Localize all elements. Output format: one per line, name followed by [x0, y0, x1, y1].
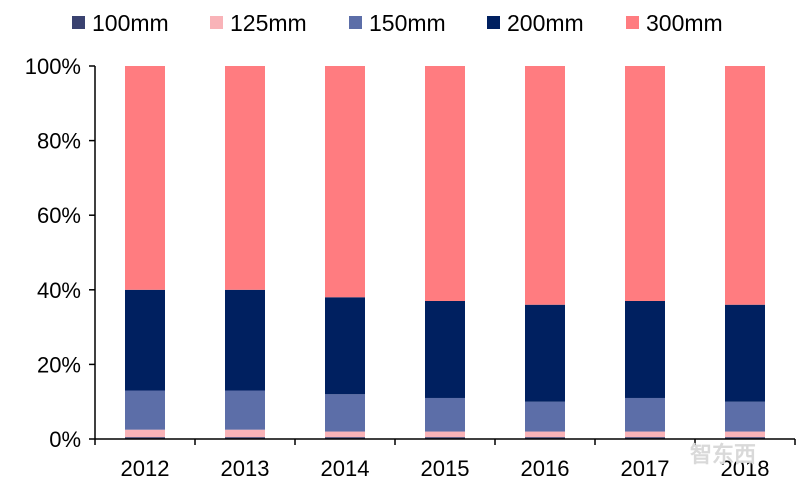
x-axis: 2012 2013 2014 2015 2016 2017 2018: [94, 438, 796, 481]
x-tick-label: 2015: [421, 456, 470, 481]
bar-segment-200mm-2015: [425, 300, 465, 398]
bar-segment-125mm-2015: [425, 431, 465, 438]
x-tick-label: 2016: [521, 456, 570, 481]
legend-swatch-300mm: [626, 16, 639, 29]
y-tick-label: 0%: [49, 427, 81, 452]
x-tick-label: 2012: [121, 456, 170, 481]
legend-label-300mm: 300mm: [646, 10, 723, 36]
bar-segment-200mm-2014: [325, 297, 365, 395]
bar-segment-200mm-2012: [125, 289, 165, 391]
bar-segment-125mm-2018: [725, 431, 765, 438]
bar-segment-100mm-2014: [325, 437, 365, 439]
bar-segment-300mm-2015: [425, 66, 465, 301]
y-tick-label: 20%: [37, 352, 81, 377]
legend-label-125mm: 125mm: [230, 10, 307, 36]
bar-segment-125mm-2017: [625, 431, 665, 438]
bar-segment-150mm-2013: [225, 390, 265, 430]
bar-segment-200mm-2013: [225, 289, 265, 391]
legend-label-100mm: 100mm: [92, 10, 169, 36]
bar-segment-300mm-2013: [225, 66, 265, 290]
bar-segment-125mm-2014: [325, 431, 365, 438]
bar-segment-125mm-2012: [125, 429, 165, 438]
bar-segment-150mm-2018: [725, 401, 765, 432]
y-axis: 0% 20% 40% 60% 80% 100%: [25, 54, 96, 452]
legend-swatch-200mm: [487, 16, 500, 29]
x-tick-label: 2017: [621, 456, 670, 481]
bar-segment-300mm-2012: [125, 66, 165, 290]
bar-segment-125mm-2013: [225, 429, 265, 438]
legend-swatch-150mm: [349, 16, 362, 29]
bar-segment-300mm-2014: [325, 66, 365, 298]
legend-swatch-100mm: [72, 16, 85, 29]
bar-segment-150mm-2015: [425, 397, 465, 432]
legend-swatch-125mm: [210, 16, 223, 29]
bar-segment-100mm-2012: [125, 437, 165, 439]
bar-segment-200mm-2016: [525, 304, 565, 402]
bar-segment-100mm-2016: [525, 437, 565, 439]
bar-segment-150mm-2012: [125, 390, 165, 430]
bar-segment-100mm-2017: [625, 437, 665, 439]
legend: 100mm 125mm 150mm 200mm 300mm: [72, 10, 723, 36]
bar-segment-150mm-2016: [525, 401, 565, 432]
x-tick-label: 2013: [221, 456, 270, 481]
bar-segment-200mm-2018: [725, 304, 765, 402]
y-tick-label: 40%: [37, 278, 81, 303]
y-tick-label: 80%: [37, 129, 81, 154]
watermark-logo: 智东西: [690, 442, 756, 468]
y-tick-label: 60%: [37, 203, 81, 228]
bar-segment-100mm-2015: [425, 437, 465, 439]
bars: [125, 66, 765, 439]
bar-segment-125mm-2016: [525, 431, 565, 438]
legend-label-150mm: 150mm: [369, 10, 446, 36]
x-tick-label: 2014: [321, 456, 370, 481]
bar-segment-200mm-2017: [625, 300, 665, 398]
bar-segment-100mm-2018: [725, 437, 765, 439]
bar-segment-100mm-2013: [225, 437, 265, 439]
bar-segment-150mm-2014: [325, 394, 365, 432]
bar-segment-150mm-2017: [625, 397, 665, 432]
y-tick-label: 100%: [25, 54, 81, 79]
bar-segment-300mm-2018: [725, 66, 765, 305]
bar-segment-300mm-2017: [625, 66, 665, 301]
legend-label-200mm: 200mm: [507, 10, 584, 36]
x-tick-label: 2018: [721, 456, 770, 481]
bar-segment-300mm-2016: [525, 66, 565, 305]
